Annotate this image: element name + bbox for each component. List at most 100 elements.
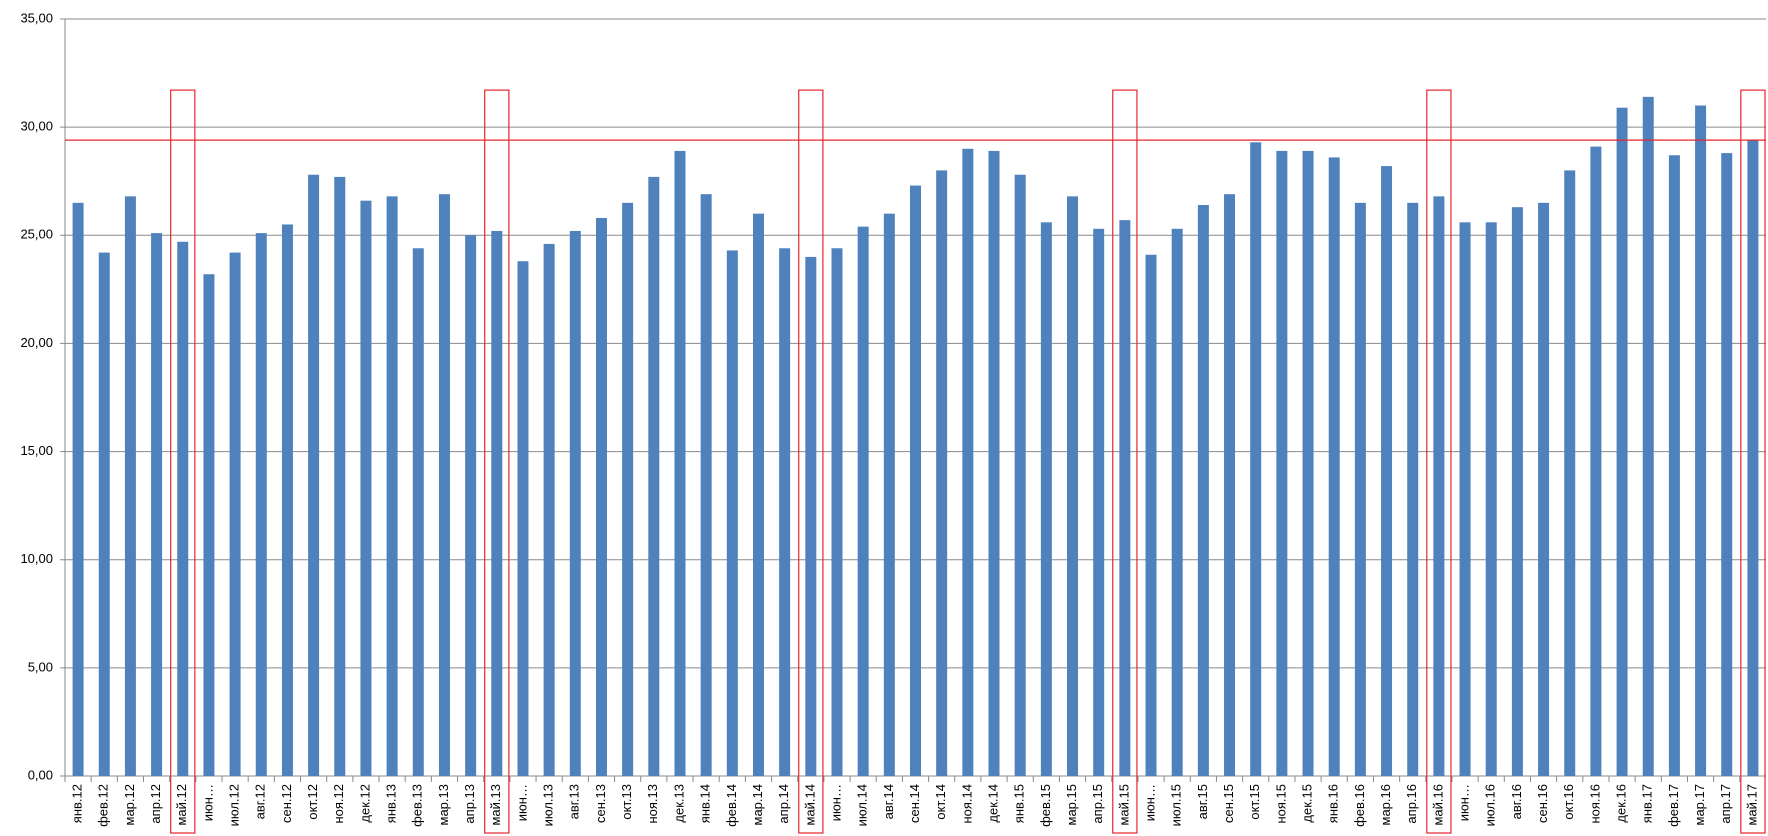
x-tick-label: мар.12 (122, 784, 137, 825)
bar (1747, 140, 1759, 776)
bar (124, 196, 136, 777)
bar (151, 233, 163, 776)
bar (72, 202, 84, 777)
x-tick-label: июн… (1142, 784, 1157, 821)
x-tick-label: ноя.16 (1587, 784, 1602, 824)
x-tick-label: июл.13 (541, 784, 556, 826)
x-tick-label: июн… (514, 784, 529, 821)
x-tick-label: мар.17 (1692, 784, 1707, 825)
x-tick-label: сен.16 (1535, 784, 1550, 823)
x-tick-label: окт.14 (933, 784, 948, 820)
x-tick-label: дек.16 (1614, 784, 1629, 823)
x-tick-label: мар.14 (750, 784, 765, 825)
bar (910, 185, 921, 777)
y-tick-label: 25,00 (20, 227, 53, 242)
bar (936, 170, 948, 776)
bar (491, 230, 503, 776)
x-tick-label: фев.17 (1666, 784, 1681, 827)
bar (281, 224, 293, 776)
x-tick-label: окт.15 (1247, 784, 1262, 820)
bar (412, 248, 424, 776)
bar (1119, 220, 1131, 776)
bar (1459, 222, 1471, 776)
x-tick-label: ноя.13 (645, 784, 660, 824)
x-tick-label: май.13 (488, 784, 503, 826)
bar (1668, 155, 1680, 776)
x-tick-label: авг.12 (253, 784, 268, 819)
y-tick-label: 20,00 (20, 335, 53, 350)
bar (1171, 228, 1183, 777)
x-tick-label: июл.12 (227, 784, 242, 826)
bar (1276, 150, 1288, 777)
bar (98, 252, 110, 777)
x-tick-label: дек.13 (671, 784, 686, 823)
x-tick-label: фев.16 (1352, 784, 1367, 827)
highlight-box (1740, 89, 1766, 834)
bar (1250, 142, 1262, 777)
y-tick-label: 0,00 (28, 767, 53, 782)
x-tick-label: июн… (200, 784, 215, 821)
bar (334, 176, 346, 777)
bar (1381, 166, 1393, 776)
x-tick-label: июл.16 (1483, 784, 1498, 826)
x-tick-label: май.17 (1744, 784, 1759, 826)
x-tick-label: авг.14 (881, 784, 896, 819)
bar (648, 176, 660, 777)
x-tick-label: янв.14 (698, 784, 713, 823)
x-tick-label: окт.13 (619, 784, 634, 820)
bar (1485, 222, 1497, 776)
bar (1538, 202, 1550, 777)
y-tick-label: 30,00 (20, 119, 53, 134)
x-tick-label: окт.16 (1561, 784, 1576, 820)
x-tick-label: мар.13 (436, 784, 451, 825)
bar (1014, 174, 1026, 776)
highlight-box (484, 89, 510, 834)
x-tick-label: фев.14 (724, 784, 739, 827)
bar (386, 196, 398, 777)
bar (1145, 254, 1157, 776)
x-tick-label: дек.12 (357, 784, 372, 823)
x-tick-label: ноя.14 (959, 784, 974, 824)
y-tick-label: 10,00 (20, 551, 53, 566)
bar (1590, 146, 1602, 776)
bar (1616, 107, 1628, 777)
bar (831, 248, 843, 776)
x-tick-label: фев.12 (96, 784, 111, 827)
bar (1067, 196, 1079, 777)
bar (255, 233, 267, 776)
x-tick-label: апр.12 (148, 784, 163, 824)
x-tick-label: фев.13 (410, 784, 425, 827)
bar (1433, 196, 1445, 777)
bar (1721, 153, 1733, 776)
bar (595, 217, 607, 777)
x-tick-label: окт.12 (305, 784, 320, 820)
bar (988, 150, 1000, 777)
bar (229, 252, 241, 777)
x-tick-label: сен.12 (279, 784, 294, 823)
x-tick-label: июн… (1456, 784, 1471, 821)
x-tick-label: фев.15 (1038, 784, 1053, 827)
bar (360, 200, 372, 776)
x-tick-label: апр.15 (1090, 784, 1105, 824)
bar (465, 235, 477, 777)
x-tick-label: янв.15 (1012, 784, 1027, 823)
bar (622, 202, 634, 777)
bar (543, 243, 555, 777)
x-tick-label: ноя.15 (1273, 784, 1288, 824)
x-tick-label: сен.13 (593, 784, 608, 823)
bar (177, 241, 189, 776)
bar (438, 194, 450, 777)
x-tick-label: дек.14 (985, 784, 1000, 823)
x-tick-label: янв.13 (384, 784, 399, 823)
highlight-box (1426, 89, 1452, 834)
x-tick-label: дек.15 (1299, 784, 1314, 823)
x-tick-label: авг.16 (1509, 784, 1524, 819)
bar (726, 250, 738, 776)
bar (1354, 202, 1366, 777)
bar (962, 148, 974, 776)
x-tick-label: сен.15 (1221, 784, 1236, 823)
bar (1511, 207, 1523, 776)
bar (857, 226, 869, 777)
x-tick-label: авг.13 (567, 784, 582, 819)
